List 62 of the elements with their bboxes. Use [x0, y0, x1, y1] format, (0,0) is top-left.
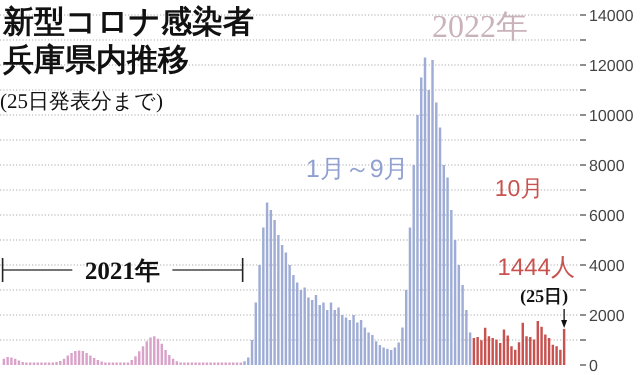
annotation: 1月～9月: [306, 155, 409, 183]
bar: [344, 318, 348, 365]
bar: [386, 348, 389, 365]
bar: [555, 346, 558, 365]
bar: [100, 362, 103, 365]
bar: [6, 357, 9, 365]
bar: [10, 358, 13, 365]
bar: [59, 361, 62, 365]
annotation: 10月: [494, 175, 544, 201]
bar: [382, 348, 385, 365]
data-label: 1444人: [497, 254, 575, 281]
bar: [176, 361, 178, 365]
bar: [89, 356, 92, 365]
bar: [502, 330, 506, 365]
y-tick-label: 8000: [589, 158, 625, 175]
bar: [85, 353, 88, 365]
bar: [522, 322, 524, 365]
bar: [70, 353, 73, 365]
annotation: 2021年: [84, 258, 160, 285]
y-tick-label: 0: [589, 358, 598, 375]
bar: [529, 337, 532, 365]
bar: [82, 351, 84, 365]
y-tick-label: 6000: [589, 208, 625, 225]
bar: [495, 340, 498, 365]
bar: [352, 315, 355, 365]
bar: [472, 338, 476, 365]
bar: [156, 338, 160, 365]
bar: [371, 335, 374, 365]
bar: [390, 350, 392, 365]
bar: [484, 328, 486, 365]
bar: [66, 356, 70, 365]
bar: [360, 320, 362, 365]
text: (25日発表分まで): [0, 89, 163, 113]
bar: [18, 360, 20, 365]
bar: [314, 295, 318, 365]
y-tick-label: 2000: [589, 308, 625, 325]
bar: [74, 351, 77, 365]
y-tick-label: 4000: [589, 258, 625, 275]
bar: [266, 202, 268, 365]
annotation: 2022年: [432, 8, 528, 44]
chart-title: 新型コロナ感染者兵庫県内推移: [2, 4, 254, 77]
bar: [476, 337, 479, 365]
bar: [62, 358, 66, 365]
bar: [14, 358, 16, 365]
y-tick-label: 10000: [589, 108, 634, 125]
bar: [536, 321, 540, 365]
bar: [96, 360, 100, 365]
bar: [130, 360, 133, 365]
bar: [21, 362, 24, 365]
bar: [303, 288, 306, 365]
bar: [78, 350, 80, 365]
bar: [146, 341, 148, 365]
bar: [92, 358, 96, 365]
bar: [378, 345, 382, 365]
bar: [153, 336, 156, 365]
bar: [172, 358, 174, 365]
bar: [548, 338, 550, 365]
y-tick-label: 14000: [589, 8, 634, 25]
annotation: (25日): [520, 286, 568, 306]
bar: [491, 338, 494, 365]
bar: [2, 358, 6, 365]
y-tick-label: 12000: [589, 58, 634, 75]
